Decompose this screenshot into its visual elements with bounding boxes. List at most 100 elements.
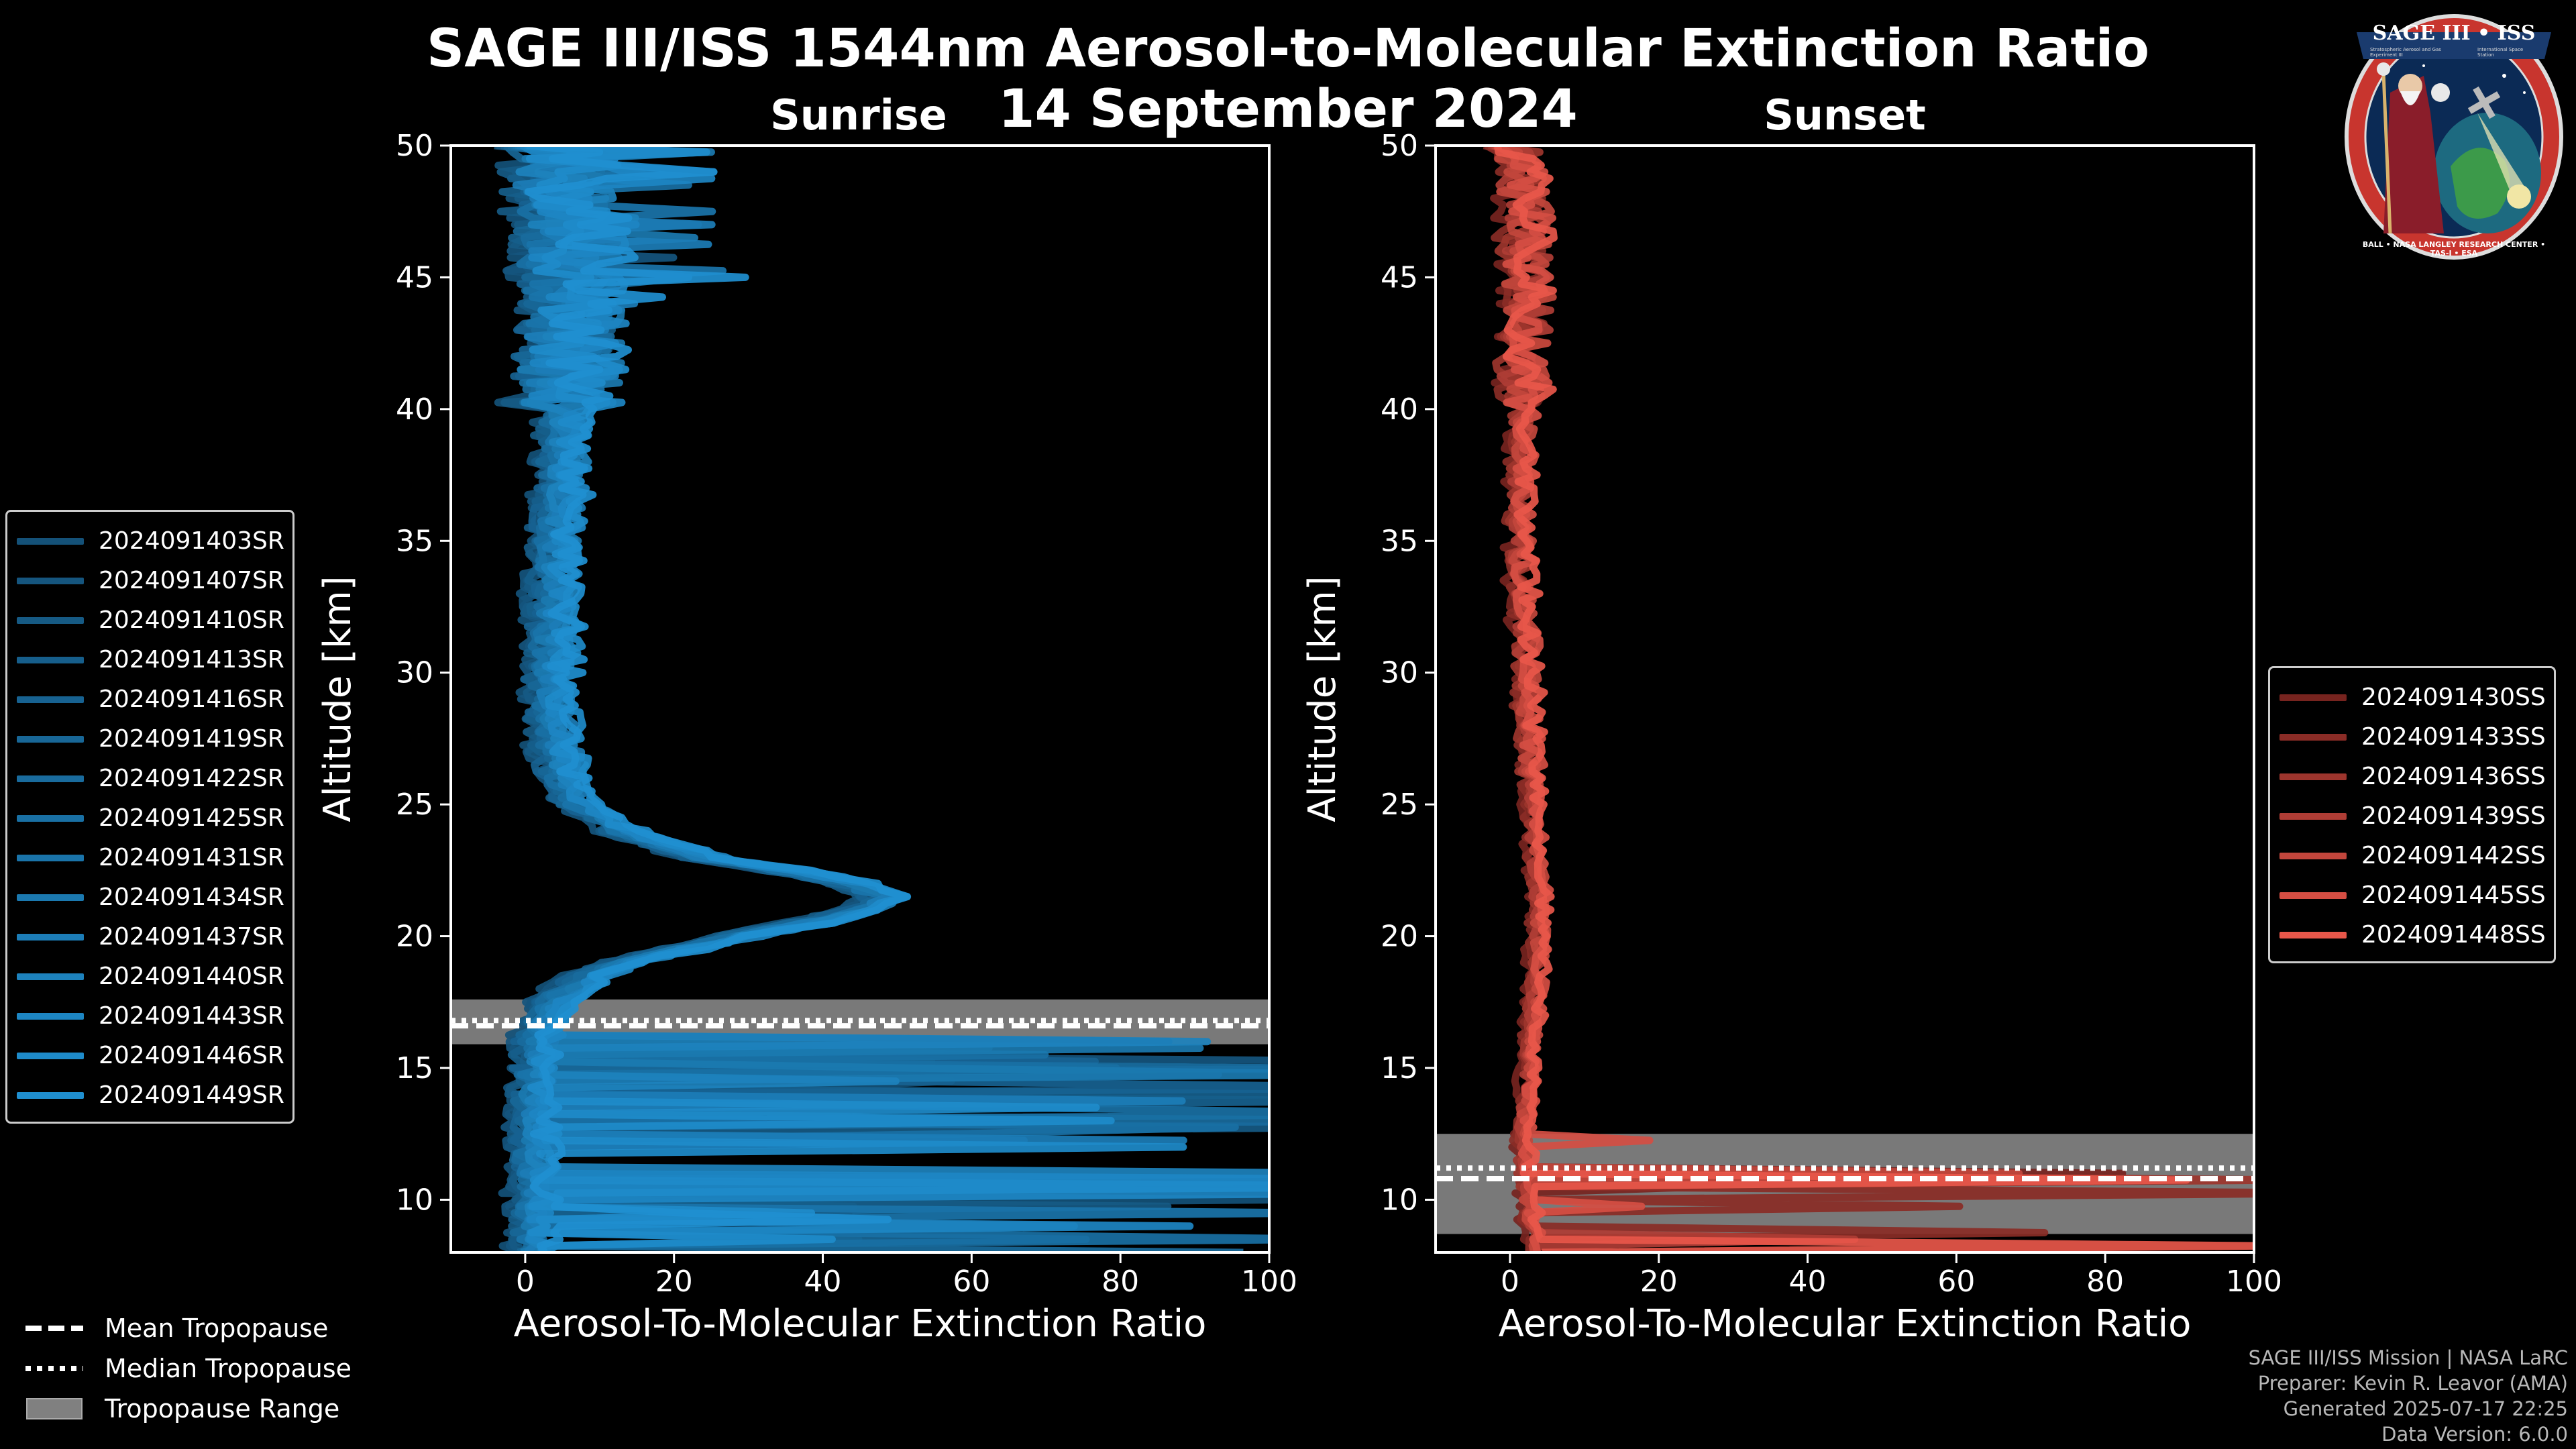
- legend-entry: 2024091410SR: [17, 600, 284, 640]
- legend-mean-label: Mean Tropopause: [105, 1313, 329, 1343]
- y-tick-label: 40: [1381, 392, 1418, 427]
- legend-swatch: [17, 894, 84, 901]
- x-axis-label: Aerosol-To-Molecular Extinction Ratio: [1499, 1302, 2192, 1346]
- dotted-line-icon: [25, 1366, 83, 1371]
- x-tick-label: 80: [2086, 1265, 2124, 1299]
- range-box-icon: [26, 1398, 83, 1419]
- y-tick-label: 20: [1381, 920, 1418, 954]
- y-tick-label: 40: [396, 392, 433, 427]
- logo-small-left: Stratospheric Aerosol and Gas Experiment…: [2370, 47, 2441, 58]
- legend-entry: 2024091448SS: [2279, 915, 2546, 955]
- logo-top-text: SAGE III • ISS: [2372, 21, 2536, 45]
- x-tick-label: 80: [1102, 1265, 1139, 1299]
- legend-label: 2024091430SS: [2361, 684, 2546, 711]
- legend-swatch: [17, 973, 84, 980]
- chart-title: SAGE III/ISS 1544nm Aerosol-to-Molecular…: [427, 19, 2149, 79]
- legend-entry: 2024091422SR: [17, 759, 284, 798]
- y-tick-label: 30: [1381, 656, 1418, 690]
- legend-label: 2024091419SR: [99, 725, 284, 753]
- legend-label: 2024091439SS: [2361, 802, 2546, 830]
- legend-swatch: [17, 933, 84, 941]
- legend-range-label: Tropopause Range: [105, 1394, 340, 1424]
- legend-label: 2024091448SS: [2361, 921, 2546, 949]
- footer-preparer: Preparer: Kevin R. Leavor (AMA): [2257, 1372, 2568, 1395]
- legend-label: 2024091407SR: [99, 567, 284, 594]
- profile-line-2024091430SS: [1483, 146, 2127, 1252]
- y-tick-label: 15: [1381, 1051, 1418, 1085]
- y-tick-label: 45: [396, 260, 433, 294]
- legend-label: 2024091446SR: [99, 1042, 284, 1069]
- x-tick-label: 60: [953, 1265, 990, 1299]
- y-tick-label: 35: [1381, 524, 1418, 558]
- legend-entry: 2024091436SS: [2279, 757, 2546, 796]
- footer-mission: SAGE III/ISS Mission | NASA LaRC: [2248, 1346, 2568, 1369]
- x-tick-label: 40: [1789, 1265, 1827, 1299]
- sunrise-plot: 0 20 40 60 80 100 10 15 20 25 30 35 40 45 50 Aerosol-To…: [316, 129, 1297, 1346]
- legend-median-tropopause: Median Tropopause: [24, 1348, 352, 1389]
- legend-swatch: [17, 1012, 84, 1020]
- legend-entry: 2024091442SS: [2279, 836, 2546, 875]
- legend-entry: 2024091437SR: [17, 917, 284, 957]
- plot-frame: [1434, 144, 2255, 1254]
- legend-label: 2024091434SR: [99, 883, 284, 911]
- legend-label: 2024091440SR: [99, 963, 284, 990]
- y-axis-label: Altitude [km]: [316, 576, 360, 822]
- legend-swatch: [2279, 852, 2347, 859]
- x-tick-label: 60: [1937, 1265, 1975, 1299]
- sage-mission-logo: SAGE III • ISS Stratospheric Aerosol and…: [2343, 12, 2565, 262]
- y-tick-label: 25: [1381, 788, 1418, 822]
- legend-median-label: Median Tropopause: [105, 1354, 352, 1383]
- x-tick-label: 40: [804, 1265, 842, 1299]
- legend-label: 2024091416SR: [99, 686, 284, 713]
- y-tick-label: 10: [1381, 1183, 1418, 1217]
- x-tick-label: 100: [1241, 1265, 1297, 1299]
- y-axis-label: Altitude [km]: [1301, 576, 1344, 822]
- sunrise-legend: 2024091403SR 2024091407SR 2024091410SR 2024…: [5, 510, 294, 1124]
- legend-swatch: [17, 1091, 84, 1099]
- legend-entry: 2024091425SR: [17, 798, 284, 838]
- sunset-legend: 2024091430SS 2024091433SS 2024091436SS 2024…: [2268, 666, 2556, 963]
- x-tick-label: 0: [1501, 1265, 1519, 1299]
- profile-line-2024091448SS: [1494, 146, 2254, 1252]
- legend-swatch: [17, 735, 84, 743]
- x-tick-label: 20: [1640, 1265, 1678, 1299]
- x-tick-label: 20: [655, 1265, 693, 1299]
- legend-swatch: [2279, 812, 2347, 820]
- legend-entry: 2024091434SR: [17, 877, 284, 917]
- legend-label: 2024091425SR: [99, 804, 284, 832]
- legend-label: 2024091431SR: [99, 844, 284, 871]
- logo-ring-text: BALL • NASA LANGLEY RESEARCH CENTER • TA…: [2362, 240, 2546, 258]
- legend-label: 2024091413SR: [99, 646, 284, 674]
- plot-frame: [449, 144, 1271, 1254]
- sunset-panel-title: Sunset: [1764, 91, 1926, 140]
- legend-entry: 2024091445SS: [2279, 875, 2546, 915]
- legend-swatch: [2279, 892, 2347, 899]
- legend-swatch: [17, 577, 84, 584]
- legend-swatch: [17, 1052, 84, 1059]
- legend-label: 2024091433SS: [2361, 723, 2546, 751]
- legend-entry: 2024091416SR: [17, 680, 284, 719]
- legend-label: 2024091449SR: [99, 1081, 284, 1109]
- legend-swatch: [17, 775, 84, 782]
- legend-swatch: [17, 537, 84, 545]
- legend-swatch: [17, 854, 84, 861]
- legend-tropopause-range: Tropopause Range: [24, 1389, 352, 1429]
- logo-small-right: International Space Station: [2477, 47, 2524, 58]
- legend-swatch: [2279, 931, 2347, 938]
- footer-generated: Generated 2025-07-17 22:25: [2283, 1397, 2568, 1420]
- profiles-group: [494, 146, 1269, 1252]
- legend-swatch: [17, 814, 84, 822]
- legend-entry: 2024091430SS: [2279, 678, 2546, 717]
- y-tick-label: 50: [396, 129, 433, 163]
- x-axis-label: Aerosol-To-Molecular Extinction Ratio: [514, 1302, 1207, 1346]
- legend-swatch: [2279, 773, 2347, 780]
- legend-entry: 2024091449SR: [17, 1075, 284, 1115]
- sunrise-panel-title: Sunrise: [770, 91, 947, 140]
- footer-version: Data Version: 6.0.0: [2381, 1423, 2568, 1446]
- y-tick-label: 30: [396, 656, 433, 690]
- legend-entry: 2024091440SR: [17, 957, 284, 996]
- legend-entry: 2024091431SR: [17, 838, 284, 877]
- y-tick-label: 25: [396, 788, 433, 822]
- legend-entry: 2024091413SR: [17, 640, 284, 680]
